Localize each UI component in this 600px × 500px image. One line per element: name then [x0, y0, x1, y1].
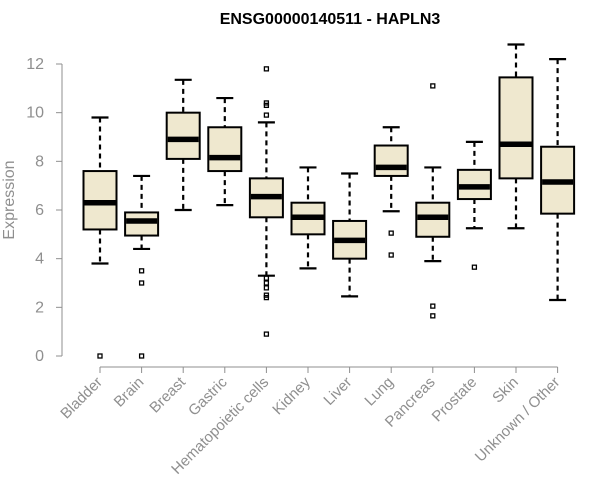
x-tick-label: Breast [146, 373, 189, 416]
box-breast [165, 78, 201, 212]
outlier-point [263, 66, 270, 72]
outlier-point [263, 331, 270, 337]
box-pancreas [415, 83, 451, 319]
outlier-point [138, 280, 145, 286]
x-tick-label: Brain [111, 374, 148, 411]
box-iqr [498, 76, 534, 180]
box-iqr [165, 111, 201, 160]
y-tick-label: 6 [35, 202, 44, 219]
box-hematopoietic-cells [248, 66, 284, 337]
x-tick-label: Prostate [429, 374, 481, 426]
outlier-point [97, 353, 103, 359]
outlier-point [138, 353, 145, 359]
box-brain [124, 174, 160, 359]
y-tick-label: 2 [35, 299, 44, 316]
x-tick-label: Lung [361, 374, 397, 410]
box-iqr [207, 126, 243, 173]
x-tick-label: Liver [320, 374, 355, 409]
box-unknown-other [540, 58, 576, 302]
outlier-point [263, 285, 270, 291]
box-kidney [290, 166, 326, 270]
y-tick-label: 0 [35, 348, 44, 365]
outlier-point [263, 102, 270, 109]
box-gastric [207, 96, 243, 207]
box-iqr [124, 211, 160, 237]
x-tick-label: Bladder [57, 374, 106, 423]
outlier-point [263, 280, 270, 286]
box-liver [332, 172, 368, 298]
outlier-point [263, 275, 270, 281]
box-prostate [456, 140, 492, 270]
outlier-point [471, 264, 478, 270]
box-bladder [82, 116, 118, 359]
box-group [82, 43, 576, 359]
outlier-point [388, 252, 394, 258]
y-axis-label: Expression [1, 160, 18, 239]
chart-title: ENSG00000140511 - HAPLN3 [220, 11, 441, 28]
y-axis: 0 2 4 6 8 10 12 [26, 56, 63, 365]
outlier-point [263, 112, 270, 118]
outlier-point [430, 313, 436, 319]
y-tick-label: 4 [35, 251, 44, 268]
box-skin [498, 43, 534, 230]
outlier-point [263, 294, 270, 301]
x-tick-label: Kidney [269, 373, 314, 418]
outlier-point [138, 268, 145, 274]
outlier-point [430, 303, 436, 309]
x-tick-label: Skin [489, 374, 522, 407]
outlier-point [388, 230, 394, 236]
box-iqr [373, 144, 409, 177]
outlier-point [430, 83, 436, 89]
box-lung [373, 126, 409, 258]
y-tick-label: 12 [26, 56, 44, 73]
y-tick-label: 10 [26, 105, 44, 122]
y-tick-label: 8 [35, 153, 44, 170]
